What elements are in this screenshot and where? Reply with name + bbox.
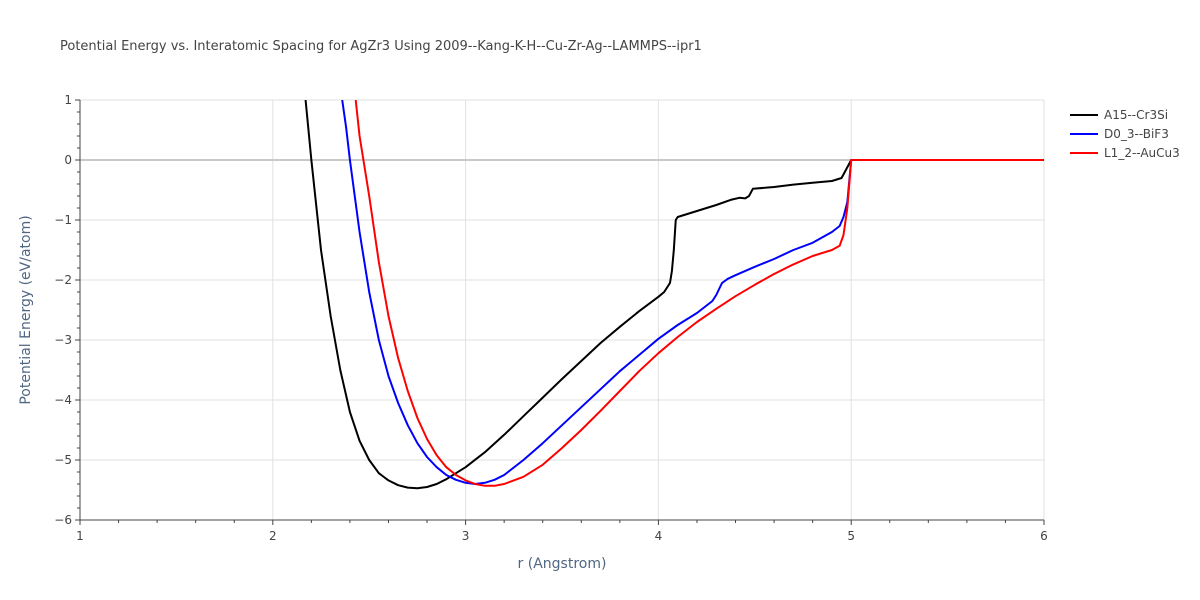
x-tick-label: 6 <box>1040 529 1048 543</box>
y-tick-label: −2 <box>54 273 72 287</box>
chart-title: Potential Energy vs. Interatomic Spacing… <box>60 39 702 54</box>
x-tick-label: 4 <box>655 529 663 543</box>
grid <box>80 99 1045 520</box>
x-tick-label: 1 <box>76 529 84 543</box>
series-group <box>304 100 1044 490</box>
series-line-3 <box>354 100 1044 487</box>
series-line-2 <box>341 100 1044 485</box>
legend: A15--Cr3Si D0_3--BiF3 L1_2--AuCu3 <box>1070 108 1180 160</box>
legend-label: D0_3--BiF3 <box>1104 127 1169 141</box>
tick-labels: 1 2 3 4 5 6 1 0 −1 −2 −3 −4 −5 −6 <box>54 93 1048 543</box>
x-axis-title: r (Angstrom) <box>518 556 607 572</box>
series-line-1 <box>304 100 1044 490</box>
legend-label: A15--Cr3Si <box>1104 108 1168 122</box>
y-tick-label: −4 <box>54 393 72 407</box>
x-tick-label: 2 <box>269 529 277 543</box>
y-tick-label: 1 <box>64 93 72 107</box>
legend-label: L1_2--AuCu3 <box>1104 146 1180 160</box>
y-tick-label: 0 <box>64 153 72 167</box>
y-axis-title: Potential Energy (eV/atom) <box>18 215 34 404</box>
y-tick-label: −3 <box>54 333 72 347</box>
y-tick-label: −5 <box>54 453 72 467</box>
axes <box>75 99 1045 525</box>
x-tick-label: 5 <box>847 529 855 543</box>
y-tick-label: −6 <box>54 513 72 527</box>
x-tick-label: 3 <box>462 529 470 543</box>
y-tick-label: −1 <box>54 213 72 227</box>
